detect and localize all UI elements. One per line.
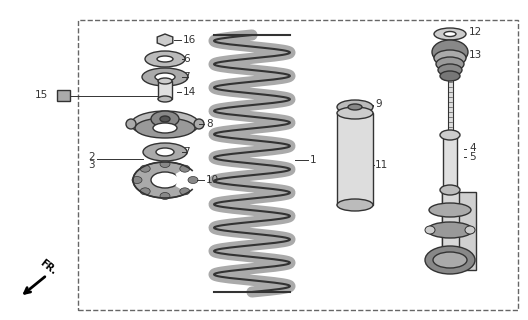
Text: 2: 2 xyxy=(88,152,95,162)
Ellipse shape xyxy=(160,193,170,199)
Bar xyxy=(158,81,172,99)
Text: 4: 4 xyxy=(469,143,476,153)
Text: 1: 1 xyxy=(310,155,317,165)
Bar xyxy=(57,90,70,101)
Ellipse shape xyxy=(157,56,173,62)
Ellipse shape xyxy=(143,143,187,161)
Text: 9: 9 xyxy=(375,99,382,109)
Text: 7: 7 xyxy=(183,147,190,157)
Ellipse shape xyxy=(337,107,373,119)
Ellipse shape xyxy=(132,177,142,183)
Text: 8: 8 xyxy=(206,119,213,129)
Bar xyxy=(78,20,518,310)
Ellipse shape xyxy=(151,111,179,127)
Ellipse shape xyxy=(337,199,373,211)
Text: 7: 7 xyxy=(183,72,190,82)
Ellipse shape xyxy=(153,123,177,133)
Ellipse shape xyxy=(425,246,475,274)
Ellipse shape xyxy=(425,226,435,234)
Wedge shape xyxy=(175,163,199,197)
Ellipse shape xyxy=(432,40,468,64)
Ellipse shape xyxy=(188,177,198,183)
Ellipse shape xyxy=(194,119,204,129)
Ellipse shape xyxy=(438,64,462,76)
Ellipse shape xyxy=(444,31,456,36)
Ellipse shape xyxy=(135,118,195,138)
Polygon shape xyxy=(157,34,173,46)
Ellipse shape xyxy=(337,100,373,114)
Ellipse shape xyxy=(440,185,460,195)
Text: FR.: FR. xyxy=(38,258,58,277)
Ellipse shape xyxy=(158,96,172,102)
Ellipse shape xyxy=(133,162,197,198)
Text: 10: 10 xyxy=(206,175,219,185)
Ellipse shape xyxy=(436,57,464,71)
Ellipse shape xyxy=(142,68,188,86)
Ellipse shape xyxy=(440,71,460,81)
Ellipse shape xyxy=(156,148,174,156)
Ellipse shape xyxy=(151,172,179,188)
Bar xyxy=(442,192,459,270)
Text: 12: 12 xyxy=(469,27,482,37)
Ellipse shape xyxy=(434,28,466,40)
Ellipse shape xyxy=(427,222,473,238)
Bar xyxy=(442,192,476,270)
Text: 16: 16 xyxy=(183,35,196,45)
Ellipse shape xyxy=(158,78,172,84)
Ellipse shape xyxy=(155,73,175,81)
Ellipse shape xyxy=(440,130,460,140)
Text: 5: 5 xyxy=(469,152,476,162)
Ellipse shape xyxy=(180,188,190,195)
Text: 6: 6 xyxy=(183,54,190,64)
Bar xyxy=(443,135,457,190)
Ellipse shape xyxy=(434,50,466,66)
Ellipse shape xyxy=(465,226,475,234)
Ellipse shape xyxy=(145,51,185,67)
Text: 15: 15 xyxy=(35,90,48,100)
Text: 3: 3 xyxy=(88,160,95,170)
Ellipse shape xyxy=(433,252,467,268)
Ellipse shape xyxy=(429,203,471,217)
Bar xyxy=(337,113,373,205)
Bar xyxy=(448,80,453,135)
Ellipse shape xyxy=(348,104,362,110)
Ellipse shape xyxy=(126,119,136,129)
Ellipse shape xyxy=(140,165,150,172)
Ellipse shape xyxy=(160,116,170,122)
Ellipse shape xyxy=(160,161,170,167)
Ellipse shape xyxy=(140,188,150,195)
Text: 14: 14 xyxy=(183,87,196,97)
Ellipse shape xyxy=(131,111,199,137)
Ellipse shape xyxy=(180,165,190,172)
Text: 11: 11 xyxy=(375,160,388,170)
Text: 13: 13 xyxy=(469,50,482,60)
